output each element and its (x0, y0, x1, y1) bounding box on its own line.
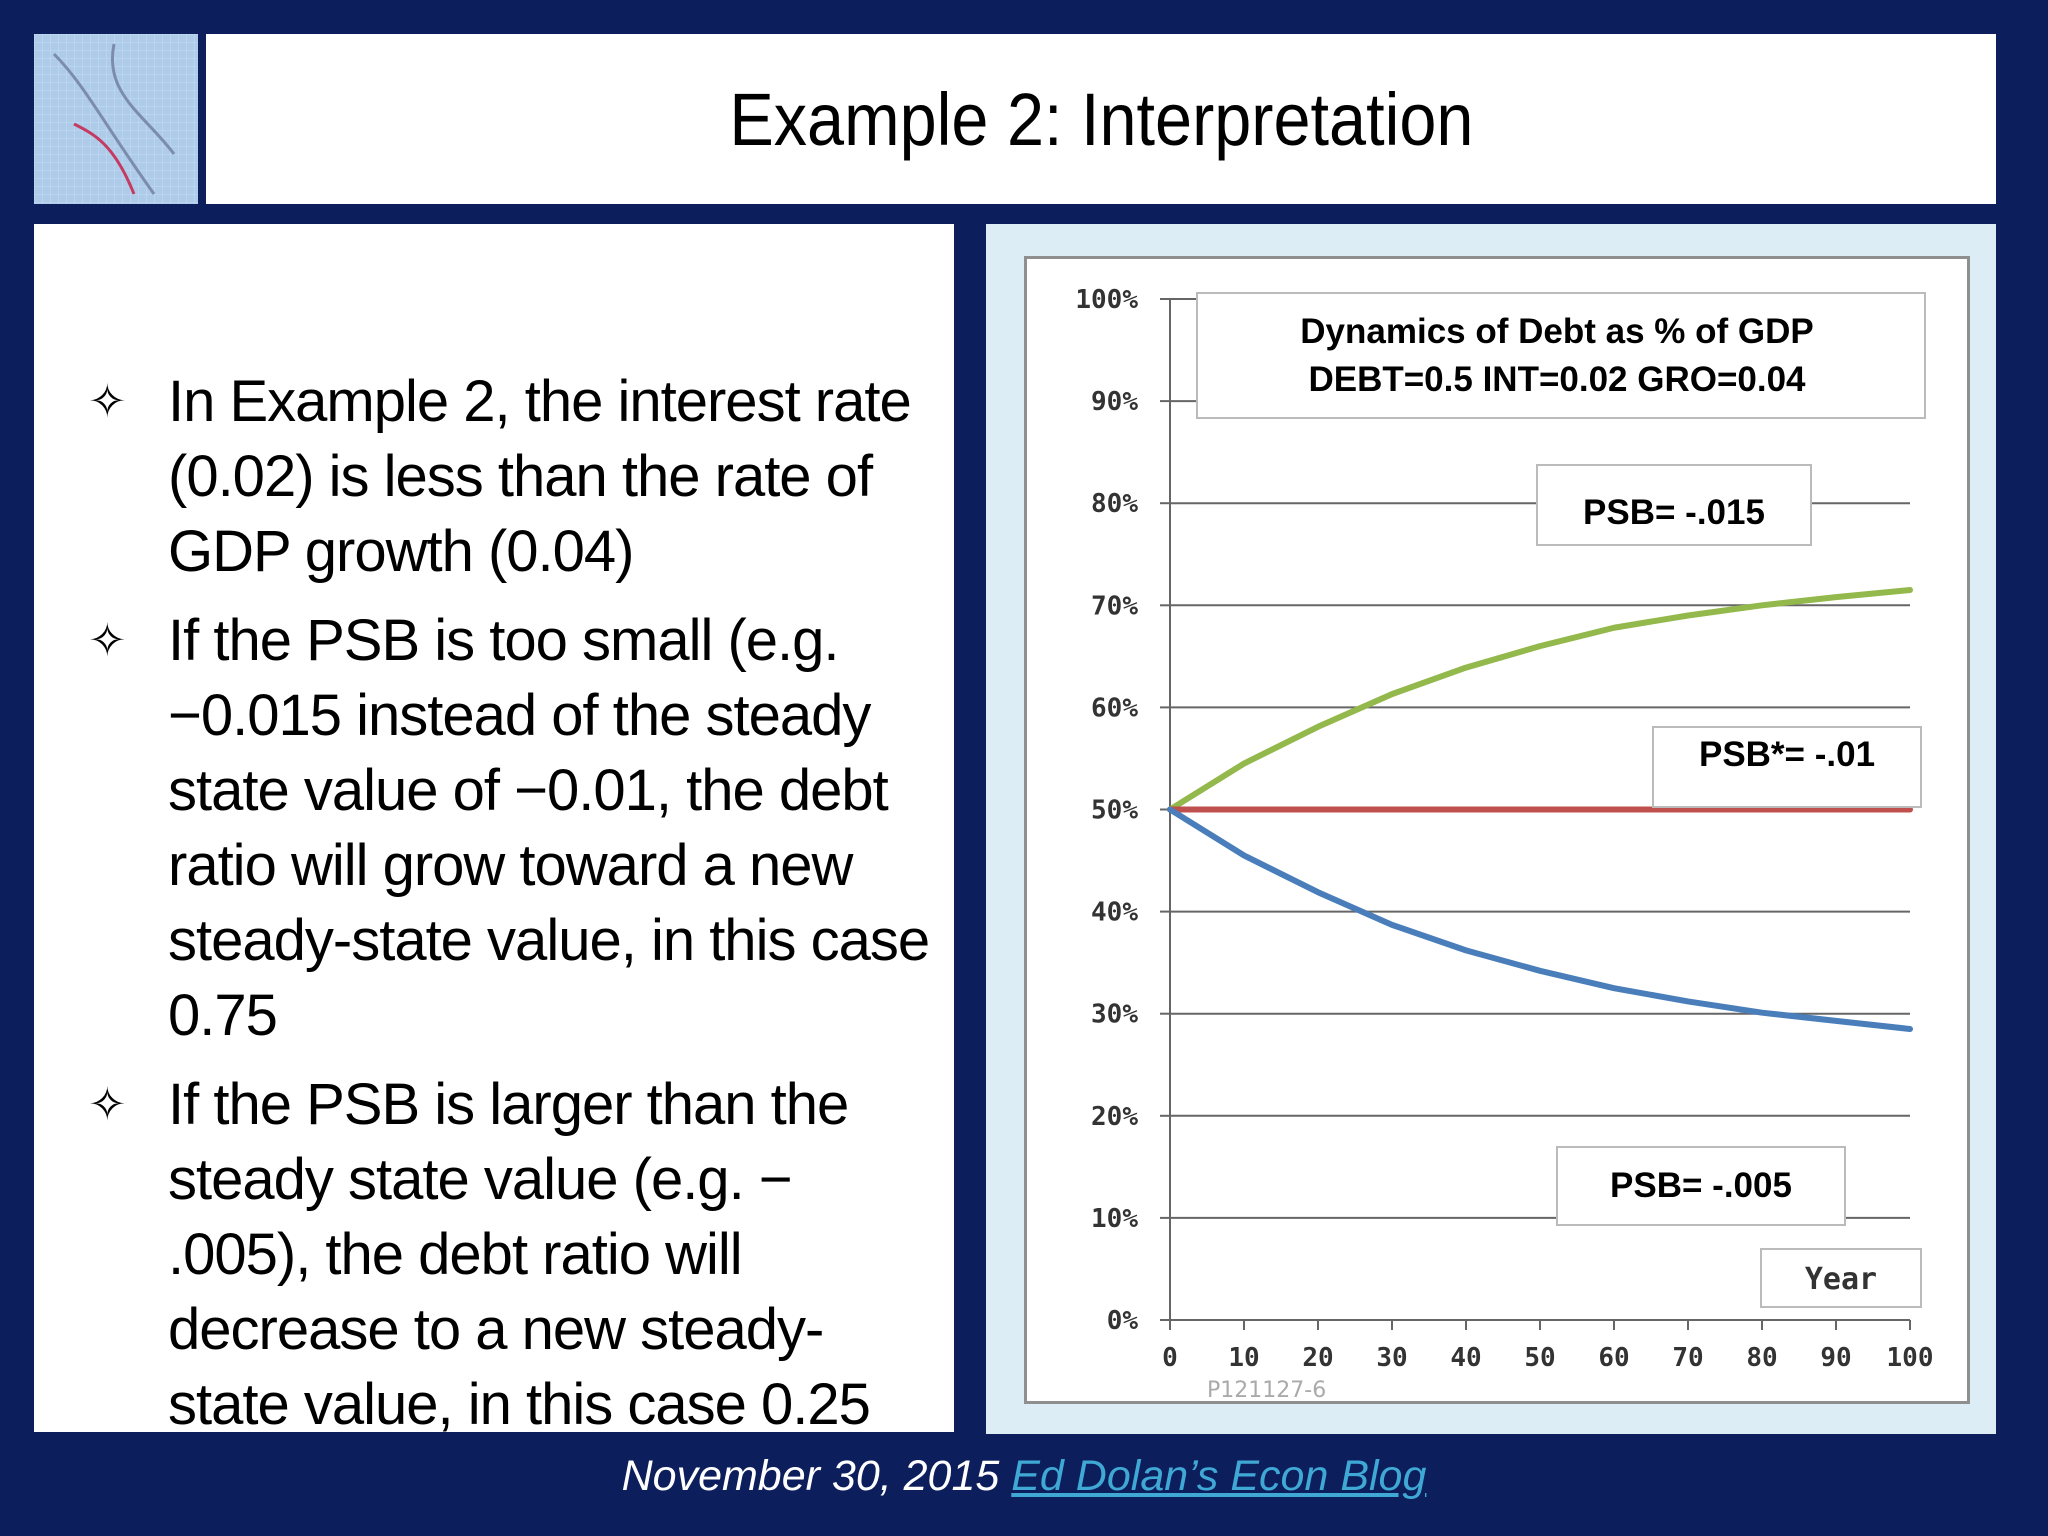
x-tick-label: 0 (1162, 1343, 1178, 1373)
bullet-list: ✧ In Example 2, the interest rate (0.02)… (64, 364, 944, 1456)
chart-title: Dynamics of Debt as % of GDP (1300, 312, 1813, 351)
star-bullet-icon: ✧ (88, 1078, 127, 1130)
series-line (1167, 586, 1913, 813)
series-label: PSB= -.005 (1610, 1166, 1792, 1205)
footer-date: November 30, 2015 (621, 1452, 1000, 1500)
bullet-text: If the PSB is larger than the steady sta… (168, 1072, 871, 1437)
title-bar: Example 2: Interpretation (206, 34, 1996, 204)
x-axis-label: Year (1805, 1262, 1877, 1297)
x-tick-label: 50 (1524, 1343, 1555, 1373)
bullet-text: In Example 2, the interest rate (0.02) i… (168, 369, 912, 584)
x-tick-label: 30 (1376, 1343, 1407, 1373)
star-bullet-icon: ✧ (88, 614, 127, 666)
x-tick-label: 20 (1302, 1343, 1333, 1373)
watermark: P121127-6 (1207, 1378, 1326, 1401)
x-tick-label: 90 (1820, 1343, 1851, 1373)
y-tick-label: 30% (1091, 1000, 1138, 1030)
y-tick-label: 10% (1091, 1204, 1138, 1234)
bullet-item: ✧ In Example 2, the interest rate (0.02)… (64, 364, 944, 589)
y-tick-label: 20% (1091, 1102, 1138, 1132)
series-line (1167, 806, 1913, 1033)
y-tick-label: 100% (1075, 285, 1138, 315)
bullet-panel: ✧ In Example 2, the interest rate (0.02)… (34, 224, 954, 1437)
y-tick-label: 60% (1091, 693, 1138, 723)
series-label: PSB= -.015 (1583, 493, 1765, 532)
y-tick-label: 50% (1091, 796, 1138, 826)
chart-subtitle: DEBT=0.5 INT=0.02 GRO=0.04 (1308, 360, 1806, 399)
logo-graphic (34, 34, 198, 204)
debt-dynamics-chart: 0% 10% 20% 30% 40% 50% 60% 70% 80% 90% 100% 0 10 20 30… (1075, 285, 1934, 1401)
y-tick-label: 90% (1091, 387, 1138, 417)
bullet-item: ✧ If the PSB is larger than the steady s… (64, 1067, 944, 1442)
series-label-box (1652, 726, 1922, 808)
series-label-box (1556, 1146, 1846, 1226)
slide-title: Example 2: Interpretation (728, 77, 1474, 161)
y-tick-label: 80% (1091, 489, 1138, 519)
xlabel-box (1760, 1248, 1922, 1308)
y-tick-label: 40% (1091, 898, 1138, 928)
star-bullet-icon: ✧ (88, 375, 127, 427)
x-tick-label: 10 (1228, 1343, 1259, 1373)
x-tick-label: 100 (1887, 1343, 1934, 1373)
logo-image (34, 34, 198, 204)
y-tick-label: 70% (1091, 591, 1138, 621)
x-tick-label: 80 (1746, 1343, 1777, 1373)
x-tick-label: 70 (1672, 1343, 1703, 1373)
footer: November 30, 2015 Ed Dolan’s Econ Blog (0, 1452, 2048, 1501)
bullet-item: ✧ If the PSB is too small (e.g. −0.015 i… (64, 603, 944, 1053)
blog-link[interactable]: Ed Dolan’s Econ Blog (1011, 1452, 1427, 1500)
series-label-box (1536, 464, 1812, 546)
y-tick-label: 0% (1107, 1306, 1139, 1336)
bullet-text: If the PSB is too small (e.g. −0.015 ins… (168, 608, 930, 1048)
chart-title-box (1196, 292, 1926, 419)
series-label: PSB*= -.01 (1699, 735, 1875, 774)
x-tick-label: 60 (1598, 1343, 1629, 1373)
x-tick-label: 40 (1450, 1343, 1481, 1373)
chart-frame: 0% 10% 20% 30% 40% 50% 60% 70% 80% 90% 100% 0 10 20 30… (1024, 256, 1970, 1404)
